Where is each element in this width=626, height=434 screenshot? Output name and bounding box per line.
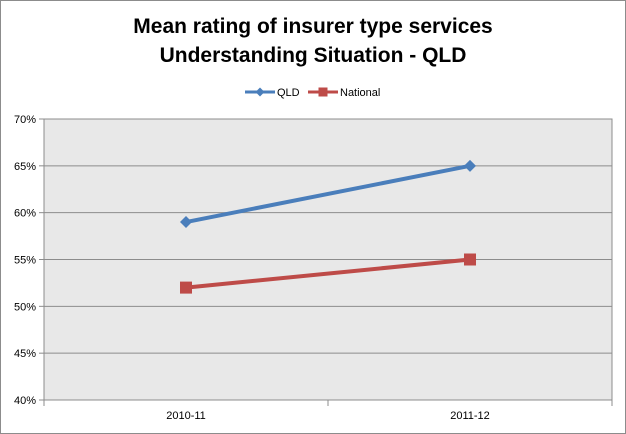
chart-title-line-2: Understanding Situation - QLD	[159, 44, 467, 67]
x-tick-label-0: 2010-11	[166, 410, 206, 422]
series-line-national	[185, 257, 471, 290]
y-tick-label-6: 70%	[14, 114, 36, 126]
y-tick-label-4: 60%	[14, 208, 36, 220]
chart-title: Mean rating of insurer type services Und…	[0, 12, 626, 70]
legend-label-qld: QLD	[277, 87, 300, 99]
data-point-national-1	[464, 253, 476, 266]
series-line-qld	[185, 163, 471, 224]
legend: QLD National	[245, 87, 380, 99]
y-tick-label-5: 65%	[14, 161, 36, 173]
y-tick-label-0: 40%	[14, 395, 36, 407]
y-tick-label-1: 45%	[14, 348, 36, 360]
legend-marker-national	[318, 87, 328, 97]
legend-marker-qld	[255, 87, 265, 97]
data-point-qld-1	[464, 159, 476, 172]
data-point-national-0	[180, 281, 192, 294]
legend-label-national: National	[340, 87, 380, 99]
data-point-qld-0	[180, 216, 192, 229]
y-tick-label-2: 50%	[14, 301, 36, 313]
chart-title-line-1: Mean rating of insurer type services	[133, 15, 493, 38]
x-tick-label-1: 2011-12	[450, 410, 490, 422]
y-tick-label-3: 55%	[14, 255, 36, 267]
